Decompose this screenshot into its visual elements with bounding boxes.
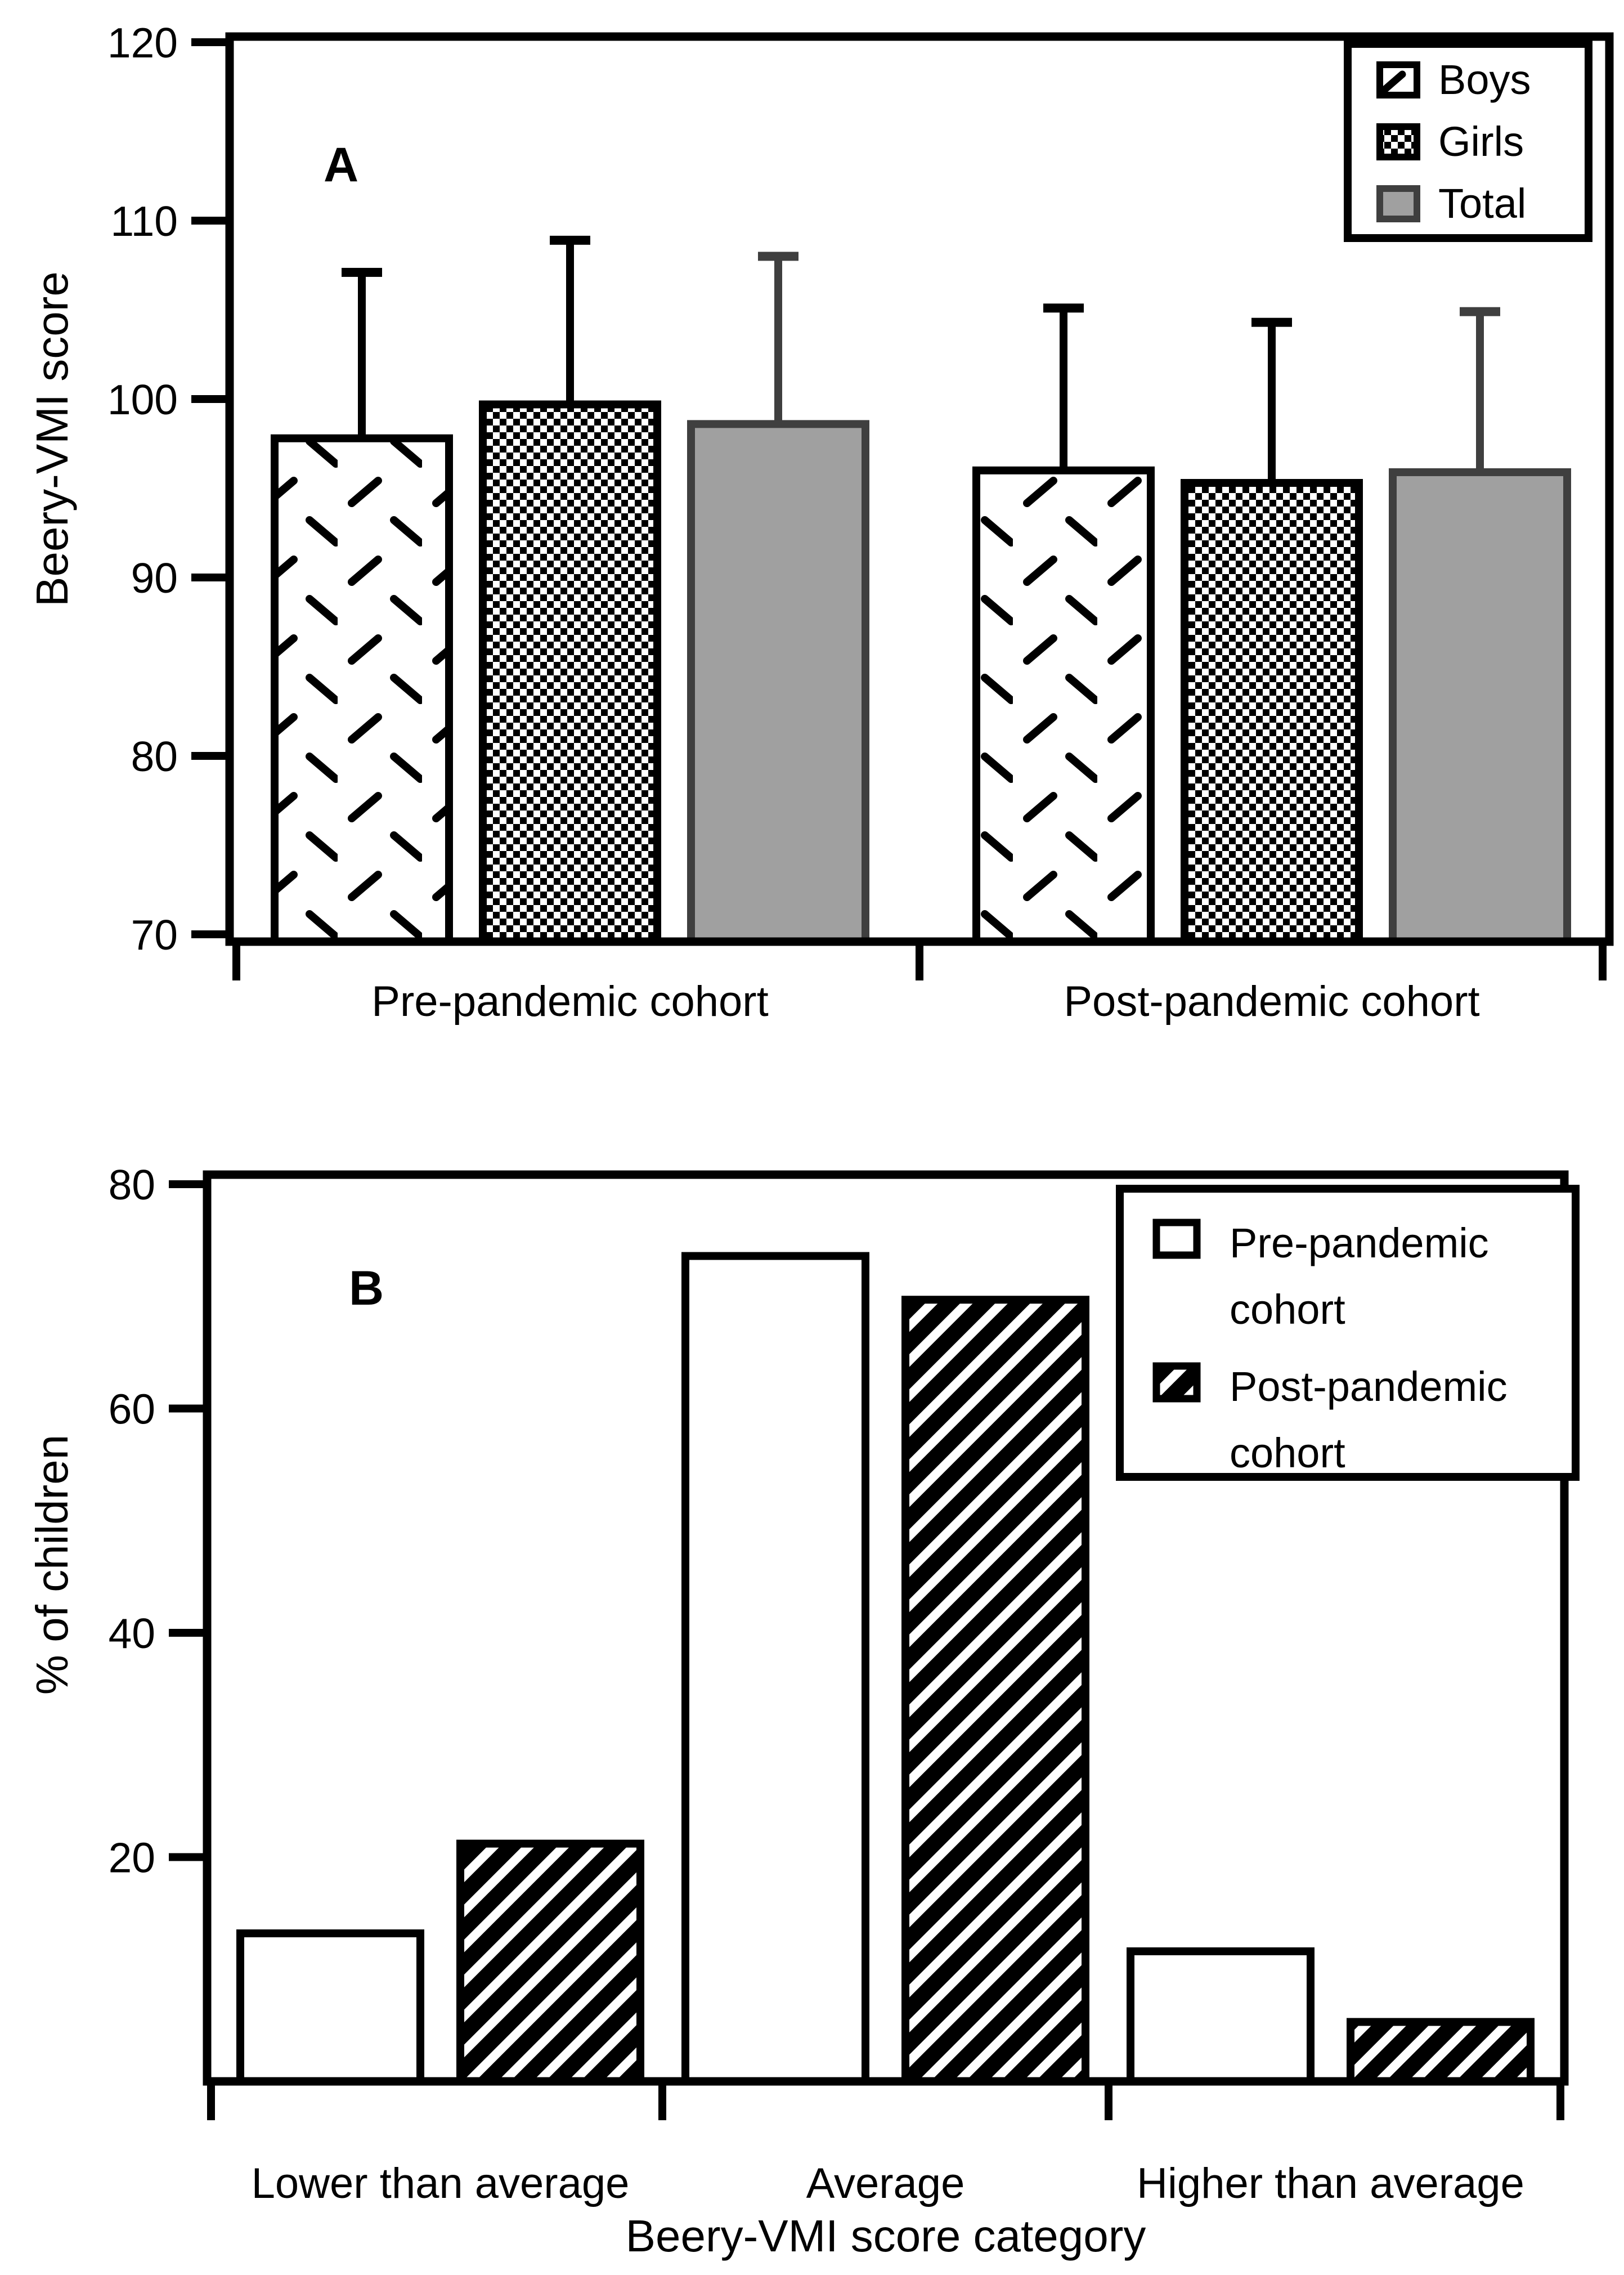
panel-a-x-axis-ticks xyxy=(232,946,1607,980)
panel-b-legend: Pre-pandemic cohort Post-pandemic cohort xyxy=(1116,1185,1580,1481)
panel-a-legend: Boys Girls Total xyxy=(1344,40,1592,242)
y-tick-label: 90 xyxy=(131,554,178,602)
error-bar-cap xyxy=(550,235,590,245)
panel-b-category-labels: Lower than average Average Higher than ave… xyxy=(252,2160,1524,2207)
panel-a-category-labels: Pre-pandemic cohort Post-pandemic cohort xyxy=(371,978,1479,1025)
y-tick xyxy=(191,395,230,403)
x-tick xyxy=(207,2085,215,2120)
x-tick xyxy=(916,946,923,980)
panel-a-error-bars xyxy=(342,235,1500,483)
category-label: Post-pandemic cohort xyxy=(1064,978,1479,1025)
y-tick-label: 20 xyxy=(109,1834,155,1882)
y-tick xyxy=(191,217,230,225)
x-tick xyxy=(232,946,240,980)
error-bar-cap xyxy=(1460,307,1500,316)
panel-b-y-axis-ticks: 80 60 40 20 xyxy=(109,1161,207,1882)
panel-a-y-axis-ticks: 120 110 100 90 80 70 xyxy=(107,19,230,959)
y-tick xyxy=(191,752,230,760)
panel-b-bars xyxy=(236,1252,1535,2086)
error-bar-cap xyxy=(342,267,382,277)
bar-total-post xyxy=(1389,468,1571,946)
x-tick xyxy=(1105,2085,1112,2120)
x-tick xyxy=(1599,946,1607,980)
y-tick xyxy=(191,930,230,938)
y-tick-label: 40 xyxy=(109,1610,155,1657)
legend-dash-mark xyxy=(1381,70,1406,93)
legend-label-boys: Boys xyxy=(1438,56,1531,103)
y-tick-label: 120 xyxy=(107,19,178,66)
bar-pre-pandemic-1 xyxy=(681,1252,869,2085)
error-bar-cap xyxy=(1043,303,1084,313)
error-bar-stem xyxy=(1268,322,1276,483)
legend-label-post-pandemic: Post-pandemic cohort xyxy=(1230,1363,1508,1476)
panel-a-frame xyxy=(225,32,1614,946)
error-bar-cap xyxy=(758,252,798,261)
panel-a: 120 110 100 90 80 70 Pre-pandemic cohort Post-… xyxy=(27,19,1614,1025)
legend-swatch-total xyxy=(1376,185,1420,222)
legend-label-girls: Girls xyxy=(1438,118,1524,165)
category-label: Higher than average xyxy=(1137,2160,1524,2207)
y-tick xyxy=(169,1404,207,1413)
error-bar-cap xyxy=(1251,317,1292,327)
category-label: Average xyxy=(806,2160,965,2207)
bar-post-pandemic-1 xyxy=(901,1296,1089,2085)
x-tick xyxy=(658,2085,666,2120)
y-tick-label: 80 xyxy=(131,733,178,780)
panel-a-letter: A xyxy=(324,138,358,192)
legend-label-pre-pandemic: Pre-pandemic cohort xyxy=(1230,1220,1489,1333)
panel-b-frame xyxy=(203,1170,1569,2086)
y-tick-label: 60 xyxy=(109,1386,155,1433)
bar-post-pandemic-2 xyxy=(1347,2018,1535,2085)
y-tick xyxy=(169,1180,207,1188)
bar-pre-pandemic-2 xyxy=(1127,1947,1315,2086)
bar-post-pandemic-0 xyxy=(456,1839,644,2086)
y-tick-label: 70 xyxy=(131,911,178,959)
y-tick-label: 80 xyxy=(109,1161,155,1208)
x-tick xyxy=(1556,2085,1564,2120)
category-label: Lower than average xyxy=(252,2160,630,2207)
y-tick xyxy=(191,574,230,581)
y-tick xyxy=(191,38,230,46)
bar-boys-post xyxy=(972,466,1155,946)
panel-a-y-axis-title: Beery-VMI score xyxy=(27,271,77,607)
error-bar-stem xyxy=(1060,308,1067,471)
bar-girls-post xyxy=(1181,478,1363,946)
y-tick xyxy=(169,1853,207,1861)
legend-label-total: Total xyxy=(1438,180,1526,227)
bar-boys-pre xyxy=(271,434,453,946)
y-tick-label: 100 xyxy=(107,376,178,423)
error-bar-stem xyxy=(1476,311,1484,472)
panel-b-letter: B xyxy=(349,1261,384,1315)
bar-pre-pandemic-0 xyxy=(236,1929,424,2085)
y-tick-label: 110 xyxy=(110,198,178,245)
panel-b-y-axis-title: % of children xyxy=(27,1435,77,1695)
y-tick xyxy=(169,1629,207,1637)
error-bar-stem xyxy=(566,240,574,405)
panel-b-x-axis-title: Beery-VMI score category xyxy=(626,2211,1146,2261)
panel-b-x-axis-ticks xyxy=(207,2085,1564,2120)
error-bar-stem xyxy=(774,256,782,424)
legend-swatch-girls xyxy=(1376,123,1420,160)
category-label: Pre-pandemic cohort xyxy=(371,978,768,1025)
panel-a-bars xyxy=(271,400,1571,946)
bar-total-pre xyxy=(687,420,869,946)
error-bar-stem xyxy=(358,272,366,438)
bar-girls-pre xyxy=(479,400,661,946)
legend-swatch-pre-pandemic xyxy=(1152,1219,1201,1259)
panel-b: 80 60 40 20 Lower than average Average Higher… xyxy=(27,1161,1580,2261)
legend-swatch-post-pandemic xyxy=(1152,1362,1201,1403)
